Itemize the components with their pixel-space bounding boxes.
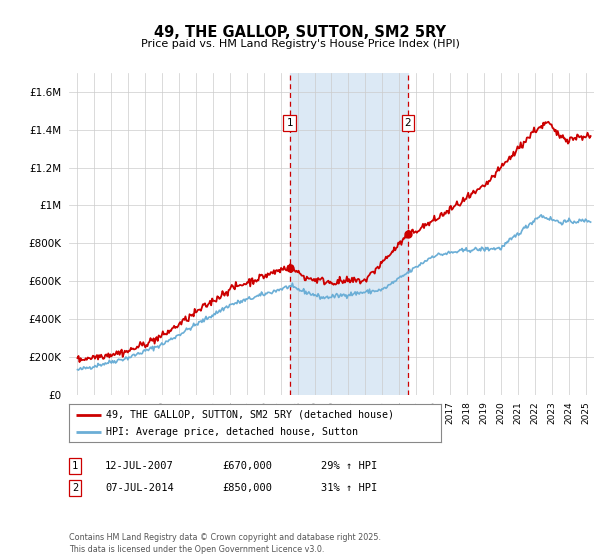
- Text: 31% ↑ HPI: 31% ↑ HPI: [321, 483, 377, 493]
- Text: HPI: Average price, detached house, Sutton: HPI: Average price, detached house, Sutt…: [106, 427, 358, 437]
- Text: £670,000: £670,000: [222, 461, 272, 471]
- Text: 2: 2: [405, 118, 412, 128]
- Text: 1: 1: [72, 461, 78, 471]
- Text: 49, THE GALLOP, SUTTON, SM2 5RY: 49, THE GALLOP, SUTTON, SM2 5RY: [154, 25, 446, 40]
- Text: 29% ↑ HPI: 29% ↑ HPI: [321, 461, 377, 471]
- Text: £850,000: £850,000: [222, 483, 272, 493]
- Text: 2: 2: [72, 483, 78, 493]
- Text: 12-JUL-2007: 12-JUL-2007: [105, 461, 174, 471]
- Text: Contains HM Land Registry data © Crown copyright and database right 2025.
This d: Contains HM Land Registry data © Crown c…: [69, 533, 381, 554]
- Bar: [290, 73, 408, 395]
- Text: 1: 1: [286, 118, 293, 128]
- Text: Price paid vs. HM Land Registry's House Price Index (HPI): Price paid vs. HM Land Registry's House …: [140, 39, 460, 49]
- Text: 49, THE GALLOP, SUTTON, SM2 5RY (detached house): 49, THE GALLOP, SUTTON, SM2 5RY (detache…: [106, 410, 394, 420]
- Text: 07-JUL-2014: 07-JUL-2014: [105, 483, 174, 493]
